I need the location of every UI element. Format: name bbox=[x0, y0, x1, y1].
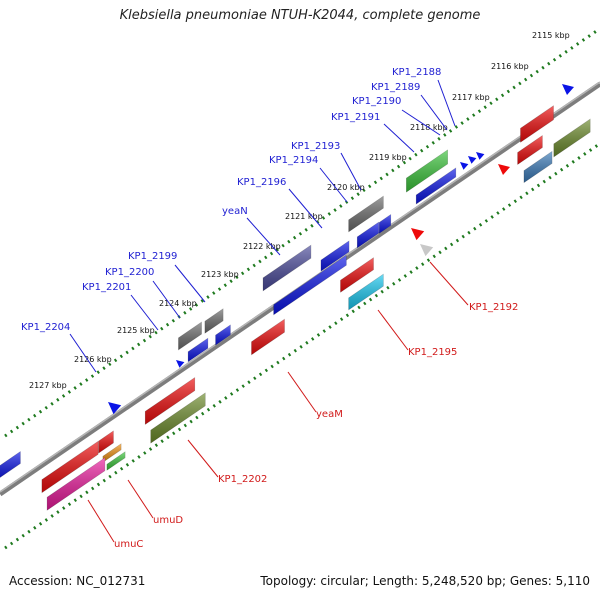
gene-red-feature-shading bbox=[340, 257, 374, 293]
bottom-gene-label: KP1_2195 bbox=[408, 347, 457, 358]
gene-red-feature-shading bbox=[520, 105, 554, 143]
gene-kp1-2195-feature-shading bbox=[348, 274, 384, 310]
gene-olive-feature-shading bbox=[553, 119, 591, 157]
gene-yean-feature-shading bbox=[263, 245, 311, 291]
kbp-tick-label: 2122 kbp bbox=[243, 242, 281, 251]
top-gene-leader-line bbox=[130, 294, 159, 331]
kbp-tick-label: 2117 kbp bbox=[452, 93, 490, 102]
genome-title: Klebsiella pneumoniae NTUH-K2044, comple… bbox=[119, 8, 481, 23]
bottom-gene-label: yeaM bbox=[316, 409, 343, 420]
top-gene-leader-line bbox=[401, 109, 441, 136]
gene-kp1-2188-feature-shading bbox=[406, 149, 448, 193]
gene-small-arrow bbox=[176, 360, 185, 368]
kbp-tick-label: 2127 kbp bbox=[29, 381, 67, 390]
top-gene-label: KP1_2200 bbox=[105, 267, 154, 278]
label-leader-lines bbox=[69, 79, 469, 543]
top-gene-leader-line bbox=[383, 123, 415, 153]
gene-kp1-2202-feature-shading bbox=[150, 392, 206, 444]
gene-blue-arrow bbox=[562, 84, 574, 95]
gene-blue-feature-shading bbox=[320, 240, 350, 272]
top-gene-leader-line bbox=[246, 217, 281, 256]
gene-kp1-2199-feature-shading bbox=[178, 322, 202, 350]
top-gene-label: KP1_2188 bbox=[392, 67, 441, 78]
top-gene-leader-line bbox=[174, 264, 206, 303]
kbp-tick-label: 2119 kbp bbox=[369, 153, 407, 162]
top-gene-label: KP1_2190 bbox=[352, 96, 401, 107]
top-gene-label: KP1_2199 bbox=[128, 251, 177, 262]
accession-text: Accession: NC_012731 bbox=[9, 574, 146, 588]
gene-blue-arrow bbox=[108, 402, 122, 415]
bottom-gene-leader-line bbox=[287, 371, 317, 413]
gene-red-feature-shading bbox=[145, 377, 195, 425]
topology-text: Topology: circular; Length: 5,248,520 bp… bbox=[260, 574, 590, 588]
gene-kp1-2192-feature bbox=[411, 228, 425, 241]
gene-blue-feature-shading bbox=[379, 214, 391, 234]
bottom-gene-leader-line bbox=[87, 499, 115, 543]
top-gene-label: KP1_2204 bbox=[21, 322, 70, 333]
bottom-gene-leader-line bbox=[429, 261, 469, 306]
top-gene-leader-line bbox=[437, 79, 456, 127]
gene-blue-feature-shading bbox=[357, 222, 379, 248]
kbp-tick-label: 2126 kbp bbox=[74, 355, 112, 364]
gene-blue-feature-shading bbox=[416, 167, 456, 205]
top-gene-label: KP1_2194 bbox=[269, 155, 318, 166]
top-gene-leader-line bbox=[69, 333, 97, 373]
gene-umuc-feature-shading bbox=[47, 457, 105, 511]
gene-blue-feature-shading bbox=[215, 324, 231, 346]
top-gene-label: KP1_2193 bbox=[291, 141, 340, 152]
top-gene-label: yeaN bbox=[222, 206, 248, 217]
bottom-gene-leader-line bbox=[187, 439, 219, 478]
top-gene-leader-line bbox=[288, 188, 323, 229]
top-gene-label: KP1_2196 bbox=[237, 177, 286, 188]
top-gene-label: KP1_2191 bbox=[331, 112, 380, 123]
kbp-tick-label: 2116 kbp bbox=[491, 62, 529, 71]
gene-red-feature-shading bbox=[98, 430, 114, 454]
gene-small-arrow bbox=[476, 152, 485, 160]
top-gene-label: KP1_2189 bbox=[371, 82, 420, 93]
kbp-tick-label: 2121 kbp bbox=[285, 212, 323, 221]
top-gene-leader-line bbox=[340, 152, 362, 191]
gene-blue-feature-shading bbox=[0, 451, 21, 478]
gene-green-small-shading bbox=[106, 451, 126, 471]
gene-blue-feature-shading bbox=[273, 255, 347, 315]
kbp-tick-label: 2123 kbp bbox=[201, 270, 239, 279]
gene-umud-feature-shading bbox=[102, 443, 122, 463]
kbp-tick-label: 2115 kbp bbox=[532, 31, 570, 40]
gene-features bbox=[0, 84, 591, 511]
top-track bbox=[4, 28, 599, 438]
bottom-gene-label: umuD bbox=[153, 515, 183, 526]
bottom-gene-label: umuC bbox=[114, 539, 143, 550]
kbp-tick-label: 2120 kbp bbox=[327, 183, 365, 192]
gene-red-feature-shading bbox=[517, 135, 543, 165]
top-gene-leader-line bbox=[152, 280, 181, 319]
gene-red-arrow bbox=[498, 164, 510, 175]
gene-kp1-2200-feature-shading bbox=[204, 308, 224, 334]
gene-steel-feature-shading bbox=[523, 151, 553, 183]
top-gene-leader-line bbox=[319, 167, 348, 203]
top-gene-label: KP1_2201 bbox=[82, 282, 131, 293]
gene-gray-arrow bbox=[420, 244, 434, 257]
bottom-track bbox=[4, 143, 599, 550]
bottom-gene-leader-line bbox=[377, 309, 409, 351]
gene-yeam-feature-shading bbox=[251, 319, 285, 355]
gene-small-arrow bbox=[468, 156, 477, 164]
gene-kp1-2193-feature-shading bbox=[348, 196, 384, 232]
kbp-tick-label: 2125 kbp bbox=[117, 326, 155, 335]
bottom-gene-label: KP1_2192 bbox=[469, 302, 518, 313]
bottom-gene-leader-line bbox=[127, 479, 154, 519]
gene-small-arrow bbox=[460, 162, 469, 170]
top-gene-leader-line bbox=[420, 94, 448, 131]
bottom-gene-label: KP1_2202 bbox=[218, 474, 267, 485]
kbp-tick-label: 2124 kbp bbox=[159, 299, 197, 308]
gene-blue-feature-shading bbox=[188, 338, 208, 362]
gene-labels: KP1_2188 KP1_2189 KP1_2190 KP1_2191 KP1_2193… bbox=[21, 67, 518, 550]
gene-red-feature-shading bbox=[41, 441, 99, 493]
